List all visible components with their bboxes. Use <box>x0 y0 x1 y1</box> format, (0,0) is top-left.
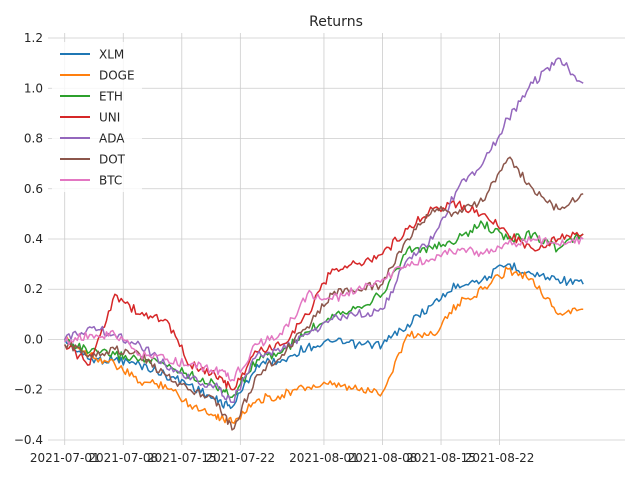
series-line-xlm <box>64 262 584 410</box>
x-tick-label: 2021-08-08 <box>348 451 418 465</box>
y-tick-label: 1.2 <box>24 31 43 45</box>
legend-label-btc: BTC <box>99 174 122 188</box>
x-tick-label: 2021-08-01 <box>289 451 359 465</box>
y-tick-label: −0.4 <box>14 433 43 447</box>
series-line-dot <box>64 156 584 431</box>
y-tick-label: 0.8 <box>24 132 43 146</box>
x-tick-label: 2021-07-08 <box>88 451 158 465</box>
series-line-uni <box>64 199 584 391</box>
y-tick-label: 1.0 <box>24 81 43 95</box>
legend-label-doge: DOGE <box>99 69 135 83</box>
y-tick-label: −0.2 <box>14 383 43 397</box>
y-tick-label: 0.6 <box>24 182 43 196</box>
series-line-doge <box>64 266 584 425</box>
legend-label-xlm: XLM <box>99 48 124 62</box>
legend-label-ada: ADA <box>99 132 125 146</box>
x-axis-ticks: 2021-07-012021-07-082021-07-152021-07-22… <box>30 451 535 465</box>
y-axis-ticks: −0.4 −0.2 0.0 0.2 0.4 0.6 0.8 1.0 1.2 <box>14 31 43 447</box>
legend: XLM DOGE ETH UNI ADA DOT BTC <box>52 42 142 192</box>
x-tick-label: 2021-07-22 <box>205 451 275 465</box>
legend-label-dot: DOT <box>99 153 126 167</box>
y-tick-label: 0.0 <box>24 332 43 346</box>
x-tick-label: 2021-08-22 <box>465 451 535 465</box>
x-tick-label: 2021-07-01 <box>30 451 100 465</box>
series-lines <box>64 57 584 431</box>
series-line-ada <box>64 57 584 404</box>
legend-label-eth: ETH <box>99 90 123 104</box>
y-tick-label: 0.4 <box>24 232 43 246</box>
y-tick-label: 0.2 <box>24 282 43 296</box>
x-tick-label: 2021-07-15 <box>147 451 217 465</box>
chart-title: Returns <box>309 14 363 30</box>
x-tick-label: 2021-08-15 <box>406 451 476 465</box>
legend-label-uni: UNI <box>99 111 120 125</box>
series-line-btc <box>64 235 584 382</box>
